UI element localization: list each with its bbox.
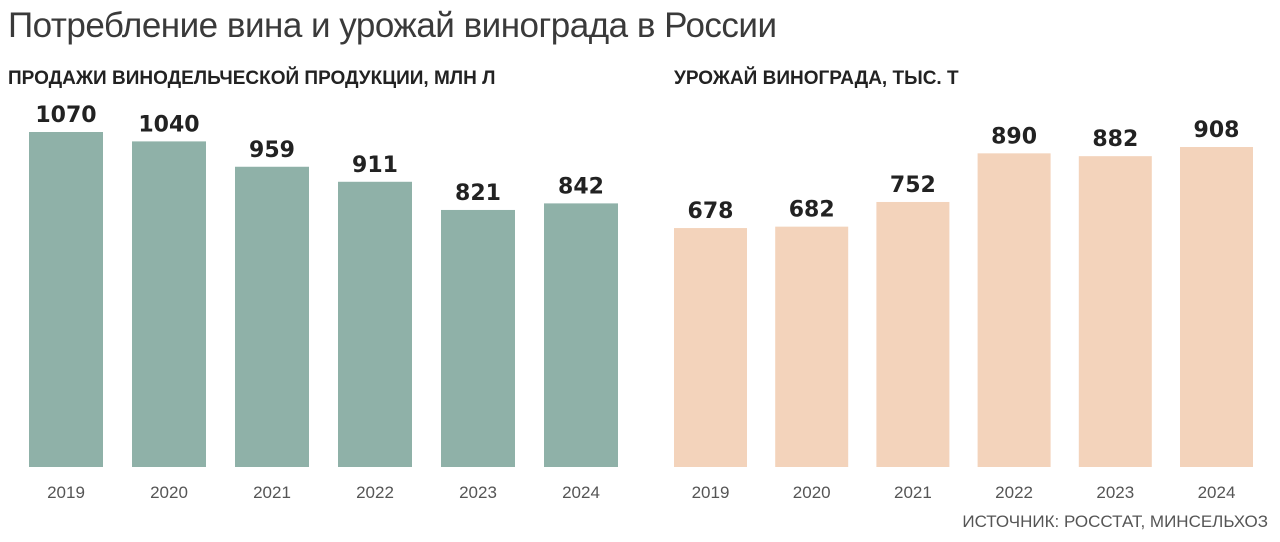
right-year-label: 2020 xyxy=(793,483,831,502)
left-bar-2019 xyxy=(29,132,103,467)
left-value-label: 842 xyxy=(558,174,604,199)
left-value-label: 821 xyxy=(455,181,501,206)
left-year-label: 2020 xyxy=(150,483,188,502)
right-year-label: 2022 xyxy=(995,483,1033,502)
left-bar-2020 xyxy=(132,141,206,467)
left-year-label: 2023 xyxy=(459,483,497,502)
right-value-label: 890 xyxy=(991,124,1037,149)
right-value-label: 908 xyxy=(1194,118,1240,143)
left-value-label: 959 xyxy=(249,138,295,163)
left-value-label: 1040 xyxy=(138,112,199,137)
source-note: ИСТОЧНИК: РОССТАТ, МИНСЕЛЬХОЗ xyxy=(962,512,1268,531)
right-bar-2023 xyxy=(1078,156,1152,467)
left-bar-2024 xyxy=(544,203,618,467)
left-bar-2023 xyxy=(441,209,515,467)
left-bar-2021 xyxy=(235,166,309,468)
left-chart-title: ПРОДАЖИ ВИНОДЕЛЬЧЕСКОЙ ПРОДУКЦИИ, МЛН Л xyxy=(8,68,496,89)
right-value-label: 882 xyxy=(1092,127,1138,152)
left-value-label: 911 xyxy=(352,153,398,178)
right-bar-2021 xyxy=(876,201,950,467)
right-bar-2024 xyxy=(1180,147,1253,467)
right-chart-title: УРОЖАЙ ВИНОГРАДА, ТЫС. Т xyxy=(674,68,959,89)
left-value-label: 1070 xyxy=(35,103,96,128)
right-bar-2022 xyxy=(977,153,1051,467)
right-bar-2020 xyxy=(775,226,849,467)
left-year-label: 2021 xyxy=(253,483,291,502)
right-year-label: 2019 xyxy=(692,483,730,502)
chart-title: Потребление вина и урожай винограда в Ро… xyxy=(8,6,777,45)
right-year-label: 2023 xyxy=(1096,483,1134,502)
left-year-label: 2024 xyxy=(562,483,600,502)
right-year-label: 2024 xyxy=(1198,483,1236,502)
right-value-label: 678 xyxy=(688,199,734,224)
left-year-label: 2022 xyxy=(356,483,394,502)
right-year-label: 2021 xyxy=(894,483,932,502)
left-year-label: 2019 xyxy=(47,483,85,502)
right-bar-2019 xyxy=(674,228,747,467)
left-bar-2022 xyxy=(338,181,412,467)
right-value-label: 752 xyxy=(890,173,936,198)
right-value-label: 682 xyxy=(789,198,835,223)
